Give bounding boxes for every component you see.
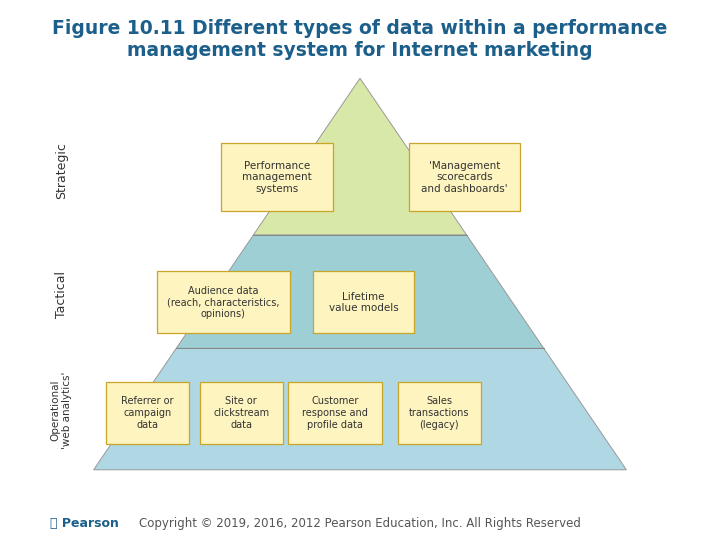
FancyBboxPatch shape [200, 382, 283, 444]
Text: 'Management
scorecards
and dashboards': 'Management scorecards and dashboards' [421, 160, 508, 194]
FancyBboxPatch shape [222, 143, 333, 211]
Text: Customer
response and
profile data: Customer response and profile data [302, 396, 368, 430]
Polygon shape [253, 78, 467, 235]
Text: Lifetime
value models: Lifetime value models [329, 292, 398, 313]
Text: Ⓟ Pearson: Ⓟ Pearson [50, 517, 120, 530]
Polygon shape [94, 348, 626, 470]
Text: Site or
clickstream
data: Site or clickstream data [213, 396, 269, 430]
Text: Strategic: Strategic [55, 141, 68, 199]
Text: Tactical: Tactical [55, 271, 68, 318]
Text: Sales
transactions
(legacy): Sales transactions (legacy) [409, 396, 469, 430]
Polygon shape [176, 235, 544, 348]
FancyBboxPatch shape [397, 382, 481, 444]
Text: Audience data
(reach, characteristics,
opinions): Audience data (reach, characteristics, o… [167, 286, 279, 319]
Text: management system for Internet marketing: management system for Internet marketing [127, 40, 593, 59]
FancyBboxPatch shape [288, 382, 382, 444]
Text: Performance
management
systems: Performance management systems [243, 160, 312, 194]
FancyBboxPatch shape [157, 271, 289, 333]
FancyBboxPatch shape [313, 271, 414, 333]
Text: Operational
'web analytics': Operational 'web analytics' [50, 372, 72, 449]
Text: Referrer or
campaign
data: Referrer or campaign data [122, 396, 174, 430]
FancyBboxPatch shape [107, 382, 189, 444]
FancyBboxPatch shape [409, 143, 521, 211]
Text: Copyright © 2019, 2016, 2012 Pearson Education, Inc. All Rights Reserved: Copyright © 2019, 2016, 2012 Pearson Edu… [139, 517, 581, 530]
Text: Figure 10.11 Different types of data within a performance: Figure 10.11 Different types of data wit… [53, 19, 667, 38]
